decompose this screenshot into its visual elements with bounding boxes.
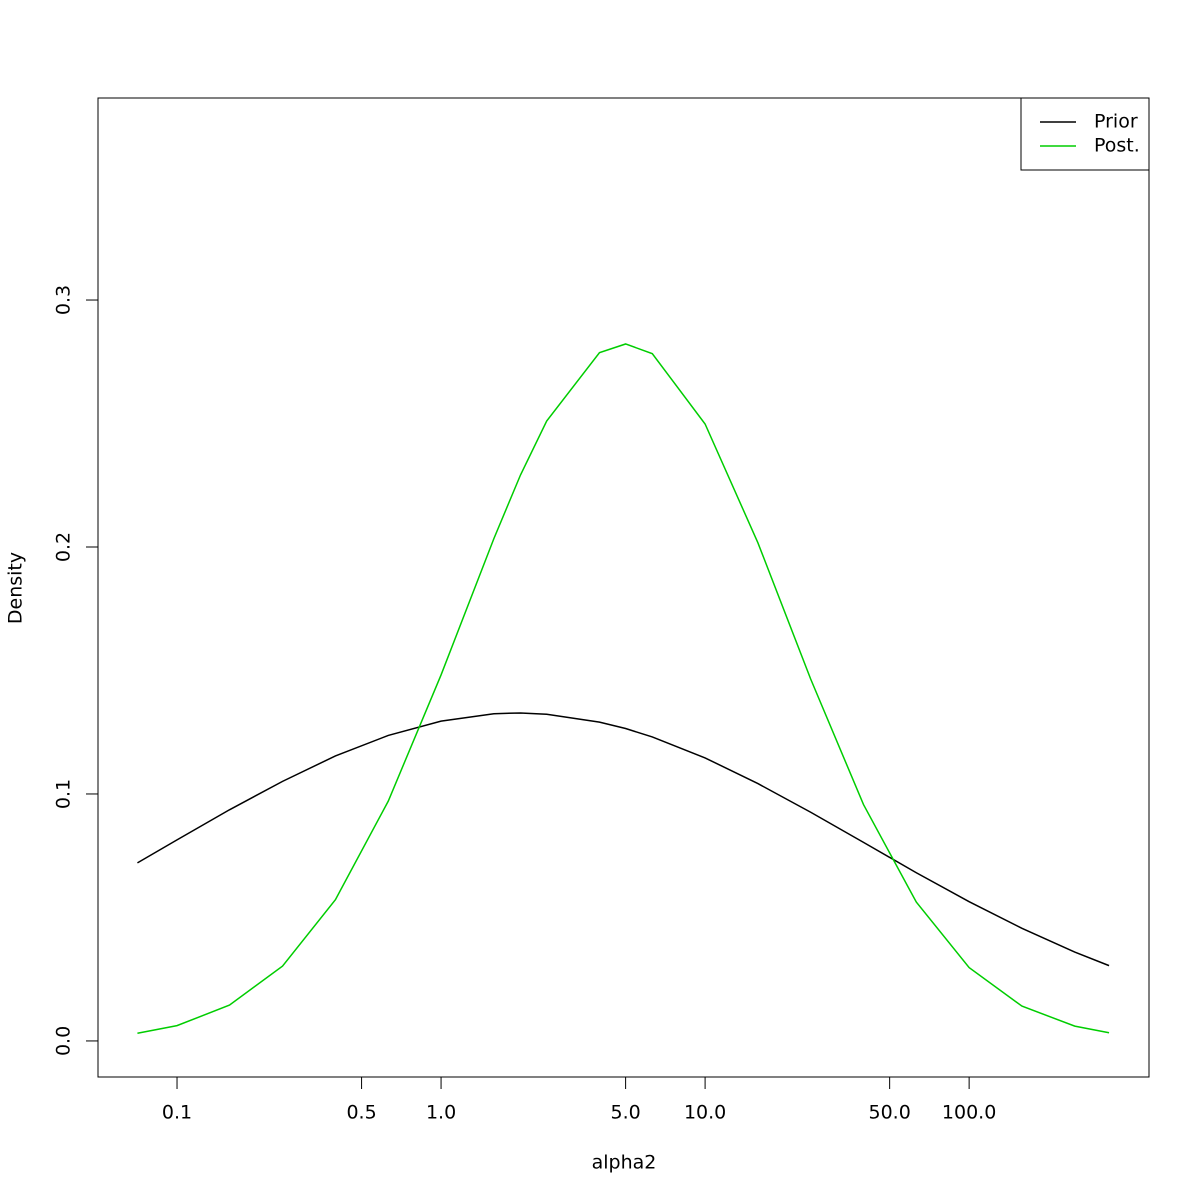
y-tick-label: 0.3 (53, 285, 75, 315)
y-axis-label: Density (5, 552, 27, 624)
y-tick-label: 0.2 (53, 532, 75, 562)
x-tick-label: 10.0 (684, 1102, 726, 1124)
legend-label: Post. (1094, 135, 1140, 157)
plot-frame (97, 97, 1150, 1078)
x-tick-label: 0.1 (162, 1102, 192, 1124)
x-axis-label: alpha2 (592, 1152, 657, 1174)
line-series (137, 343, 1110, 1035)
y-tick-label: 0.0 (53, 1026, 75, 1056)
x-tick-label: 1.0 (426, 1102, 456, 1124)
x-tick-label: 50.0 (868, 1102, 910, 1124)
x-tick-label: 5.0 (611, 1102, 641, 1124)
legend-box (1020, 97, 1150, 171)
y-tick-label: 0.1 (53, 779, 75, 809)
x-tick-label: 0.5 (346, 1102, 376, 1124)
line-series (137, 712, 1110, 967)
legend-label: Prior (1094, 111, 1138, 133)
x-tick-label: 100.0 (942, 1102, 996, 1124)
